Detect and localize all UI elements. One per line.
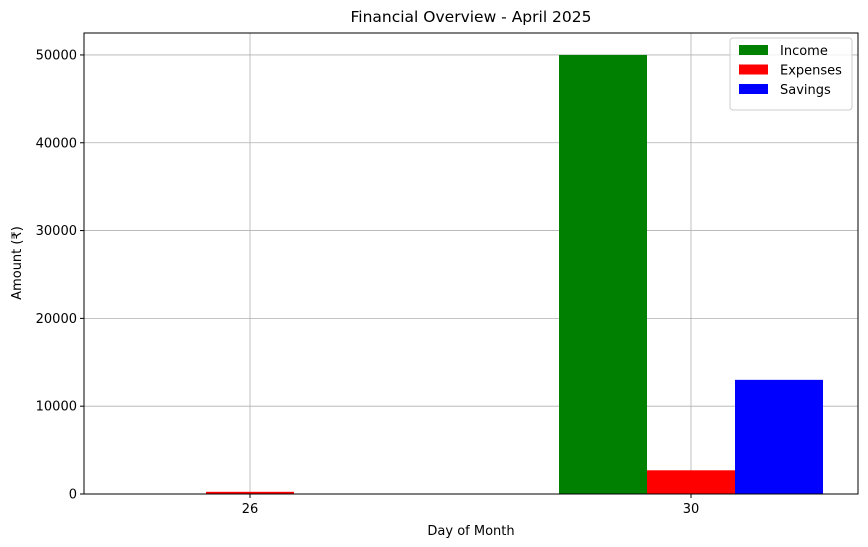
y-tick-label: 10000	[36, 400, 77, 415]
y-axis: 0 10000 20000 30000 40000 50000	[36, 48, 84, 503]
bar-income-30	[559, 54, 647, 494]
legend-swatch-income	[739, 45, 768, 55]
legend-swatch-expenses	[739, 64, 768, 75]
plot-frame	[83, 32, 859, 495]
legend-swatch-savings	[739, 84, 768, 94]
bar-expenses-26	[206, 491, 294, 494]
y-axis-title: Amount (₹)	[10, 226, 25, 300]
legend-label-expenses: Expenses	[780, 64, 842, 79]
legend-label-savings: Savings	[780, 83, 831, 98]
y-tick-label: 30000	[36, 224, 77, 239]
grid-lines	[84, 33, 858, 495]
y-tick-label: 40000	[36, 136, 77, 151]
y-tick-label: 0	[69, 488, 77, 503]
x-tick-label: 30	[683, 502, 700, 517]
y-tick-label: 20000	[36, 312, 77, 327]
bar-expenses-30	[647, 470, 735, 494]
legend-label-income: Income	[780, 44, 828, 59]
bar-savings-30	[735, 379, 823, 494]
x-axis: 26 30	[242, 494, 700, 517]
chart-title: Financial Overview - April 2025	[350, 8, 591, 26]
bars	[206, 54, 823, 494]
x-tick-label: 26	[242, 502, 259, 517]
x-axis-title: Day of Month	[427, 524, 514, 539]
y-tick-label: 50000	[36, 48, 77, 63]
legend: Income Expenses Savings	[729, 37, 853, 111]
